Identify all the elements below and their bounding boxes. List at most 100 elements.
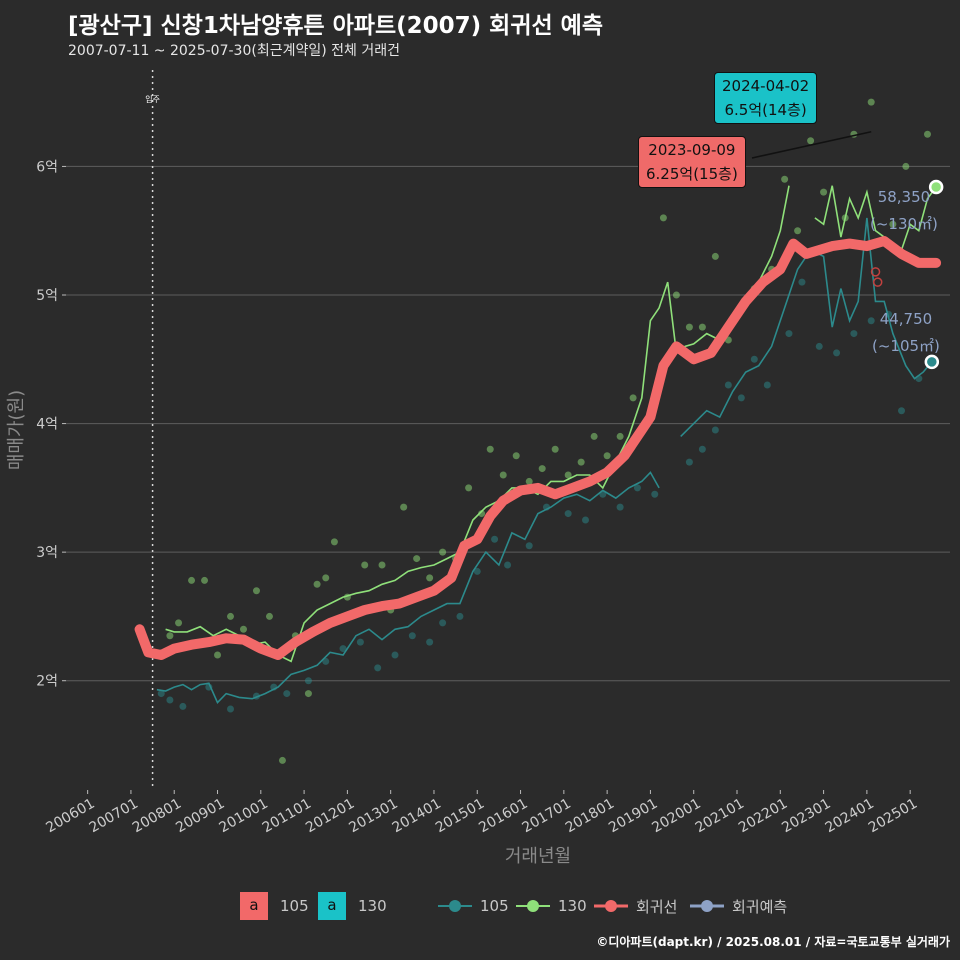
point-130 [711, 252, 719, 260]
chart-legend: a 105 a 130 105 130 회귀선 회귀예측 [0, 890, 960, 922]
point-130 [426, 574, 434, 582]
point-130 [175, 619, 183, 627]
point-105 [304, 677, 312, 685]
legend-regression-label: 회귀선 [636, 897, 678, 916]
point-130 [525, 477, 533, 485]
legend-fill-130-label: 130 [358, 897, 387, 915]
point-105 [439, 619, 447, 627]
legend-forecast-label: 회귀예측 [732, 897, 788, 916]
point-130 [659, 214, 667, 222]
point-130 [889, 220, 897, 228]
y-tick-label: 3억 [36, 545, 58, 561]
point-130 [781, 175, 789, 183]
point-130 [400, 503, 408, 511]
end-value-105: 44,750 [879, 310, 933, 328]
point-130 [486, 445, 494, 453]
point-130 [902, 162, 910, 170]
end-value-130: 58,350 [877, 188, 931, 206]
point-130 [685, 323, 693, 331]
point-105 [685, 458, 693, 466]
point-105 [391, 651, 399, 659]
max-price-callout: 2024-04-02 6.5억(14층) [714, 72, 818, 124]
end-point-130 [928, 179, 944, 195]
chart-title: [광산구] 신창1차남양휴튼 아파트(2007) 회귀선 예측 [68, 13, 603, 39]
y-tick-label: 4억 [36, 417, 58, 433]
legend-regression-icon [594, 900, 628, 912]
point-105 [785, 330, 793, 338]
point-130 [590, 432, 598, 440]
point-130 [361, 561, 369, 569]
point-105 [633, 484, 641, 492]
point-130 [672, 291, 680, 299]
prev-high-callout: 2023-09-09 6.25억(15층) [638, 136, 746, 188]
legend-line-130-label: 130 [558, 897, 587, 915]
point-105 [339, 645, 347, 653]
point-130 [512, 452, 520, 460]
point-130 [577, 458, 585, 466]
point-130 [698, 323, 706, 331]
line-105 [156, 471, 660, 705]
move-in-label: 입주 [145, 95, 160, 104]
legend-regression: 회귀선 [594, 890, 677, 922]
point-130 [201, 576, 209, 584]
point-130 [239, 625, 247, 633]
point-130 [794, 227, 802, 235]
x-tick-label: 202201 [736, 796, 790, 837]
legend-fill-105: a 105 [240, 890, 309, 922]
legend-fill-130: a 130 [318, 890, 387, 922]
point-105 [698, 445, 706, 453]
footer-credit: ©디아파트(dapt.kr) / 2025.08.01 / 자료=국토교통부 실… [596, 935, 950, 949]
x-tick-label: 201701 [520, 796, 574, 837]
y-tick-label: 5억 [36, 288, 58, 304]
point-105 [283, 690, 291, 698]
point-130 [252, 587, 260, 595]
point-130 [923, 130, 931, 138]
legend-forecast-icon [690, 900, 724, 912]
legend-swatch-105: a [240, 892, 268, 920]
point-130 [330, 538, 338, 546]
point-105 [157, 690, 165, 698]
point-105 [798, 278, 806, 286]
point-105 [179, 702, 187, 710]
prev-high-date: 2023-09-09 [648, 141, 736, 159]
point-105 [724, 381, 732, 389]
plot-panel [66, 70, 950, 790]
point-105 [815, 342, 823, 350]
point-130 [322, 574, 330, 582]
point-130 [564, 471, 572, 479]
legend-forecast: 회귀예측 [690, 890, 787, 922]
point-105 [711, 426, 719, 434]
x-axis-title: 거래년월 [505, 846, 571, 867]
callout-leader [751, 130, 872, 159]
point-130 [538, 465, 546, 473]
point-105 [374, 664, 382, 672]
point-105 [898, 407, 906, 415]
x-tick-label: 202501 [866, 796, 920, 837]
point-130 [499, 471, 507, 479]
end-label-130: 58,350 (~130㎡) [870, 184, 938, 238]
point-105 [408, 632, 416, 640]
point-105 [227, 705, 235, 713]
y-tick-label: 6억 [36, 159, 58, 175]
point-130 [166, 632, 174, 640]
forecast-point [872, 277, 883, 287]
point-105 [867, 317, 875, 325]
point-130 [551, 445, 559, 453]
point-130 [188, 576, 196, 584]
point-105 [525, 542, 533, 550]
point-105 [850, 330, 858, 338]
point-105 [166, 696, 174, 704]
point-105 [491, 535, 499, 543]
forecast-point [870, 267, 881, 277]
x-tick-label: 202001 [649, 796, 703, 837]
point-105 [737, 394, 745, 402]
point-105 [763, 381, 771, 389]
legend-line-105-label: 105 [480, 897, 509, 915]
point-105 [456, 612, 464, 620]
x-tick-label: 200901 [173, 796, 227, 837]
point-130 [313, 580, 321, 588]
y-tick-label: 2억 [36, 674, 58, 690]
x-tick-label: 201601 [476, 796, 530, 837]
max-price-date: 2024-04-02 [722, 77, 810, 95]
x-tick-label: 202401 [823, 796, 877, 837]
